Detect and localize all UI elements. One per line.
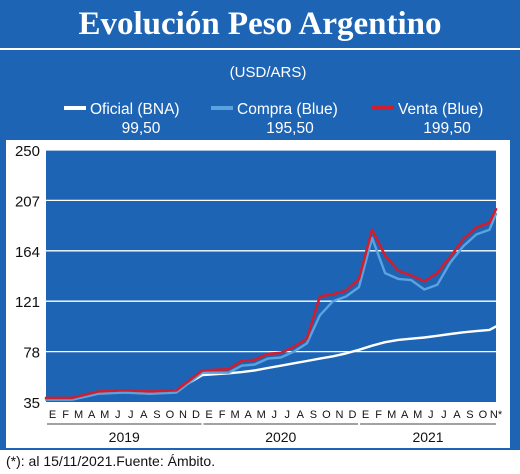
legend-label-oficial: Oficial (BNA) <box>90 101 180 118</box>
footnote: (*): al 15/11/2021.Fuente: Ámbito. <box>6 453 216 469</box>
x-tick-month-2019-9: S <box>153 409 160 421</box>
x-tick-month-2021-10: O <box>479 409 488 421</box>
series-lines <box>44 207 498 401</box>
x-tick-month-2021-1: E <box>362 409 369 421</box>
legend-label-compra: Compra (Blue) <box>237 101 338 118</box>
x-tick-month-2020-12: D <box>349 409 357 421</box>
x-tick-month-2020-9: S <box>310 409 317 421</box>
x-tick-month-2019-1: E <box>49 409 56 421</box>
chart: (USD/ARS) Oficial (BNA) 99,50 Compra (Bl… <box>6 64 510 448</box>
y-tick-label-164: 164 <box>15 244 40 261</box>
x-tick-month-2021-3: M <box>387 409 396 421</box>
series-line-compra <box>44 212 498 401</box>
x-tick-month-2019-10: O <box>166 409 175 421</box>
legend-label-venta: Venta (Blue) <box>398 101 483 118</box>
y-tick-label-35: 35 <box>23 395 40 412</box>
x-tick-month-2019-6: J <box>115 409 121 421</box>
x-tick-month-2021-4: A <box>401 409 409 421</box>
x-tick-month-2021-7: J <box>441 409 447 421</box>
x-tick-month-2021-2: F <box>375 409 382 421</box>
legend: Oficial (BNA) 99,50 Compra (Blue) 195,50… <box>64 101 483 137</box>
x-tick-month-2020-11: N <box>336 409 344 421</box>
y-tick-label-250: 250 <box>15 143 40 160</box>
x-tick-month-2019-12: D <box>192 409 200 421</box>
x-tick-month-2019-4: A <box>88 409 96 421</box>
x-tick-month-2021-5: M <box>413 409 422 421</box>
series-line-venta <box>44 207 498 400</box>
year-label-2020: 2020 <box>265 429 296 445</box>
title-divider <box>0 48 520 50</box>
page-title: Evolución Peso Argentino <box>78 6 442 42</box>
legend-item-oficial: Oficial (BNA) 99,50 <box>64 101 180 137</box>
x-tick-month-2020-10: O <box>322 409 331 421</box>
x-tick-month-2021-11: N* <box>490 409 503 421</box>
x-tick-month-2019-7: J <box>128 409 134 421</box>
x-tick-month-2019-8: A <box>140 409 148 421</box>
year-label-2021: 2021 <box>412 429 443 445</box>
x-tick-month-2020-5: M <box>257 409 266 421</box>
year-label-2019: 2019 <box>109 429 140 445</box>
legend-value-venta: 199,50 <box>423 120 471 137</box>
y-tick-label-121: 121 <box>15 294 40 311</box>
x-tick-month-2020-8: A <box>297 409 305 421</box>
x-tick-month-2019-5: M <box>100 409 109 421</box>
x-tick-month-2021-9: S <box>466 409 473 421</box>
legend-item-venta: Venta (Blue) 199,50 <box>372 101 483 137</box>
x-tick-month-2020-4: A <box>245 409 253 421</box>
x-tick-month-2020-1: E <box>205 409 212 421</box>
x-tick-month-2020-7: J <box>285 409 291 421</box>
x-tick-month-2020-6: J <box>272 409 278 421</box>
gridlines <box>46 149 496 353</box>
legend-value-compra: 195,50 <box>266 120 314 137</box>
legend-value-oficial: 99,50 <box>122 120 161 137</box>
plot-area <box>46 150 496 402</box>
y-tick-label-78: 78 <box>23 345 40 362</box>
unit-label: (USD/ARS) <box>230 64 307 81</box>
x-tick-month-2021-6: J <box>428 409 434 421</box>
x-tick-month-2021-8: A <box>453 409 461 421</box>
y-axis-ticks: 250 207 164 121 78 35 <box>15 143 40 412</box>
x-tick-month-2019-2: F <box>62 409 69 421</box>
legend-item-compra: Compra (Blue) 195,50 <box>211 101 338 137</box>
x-tick-month-2019-11: N <box>179 409 187 421</box>
y-tick-label-207: 207 <box>15 193 40 210</box>
x-tick-month-2020-2: F <box>219 409 226 421</box>
x-tick-month-2019-3: M <box>74 409 83 421</box>
x-tick-month-2020-3: M <box>231 409 240 421</box>
